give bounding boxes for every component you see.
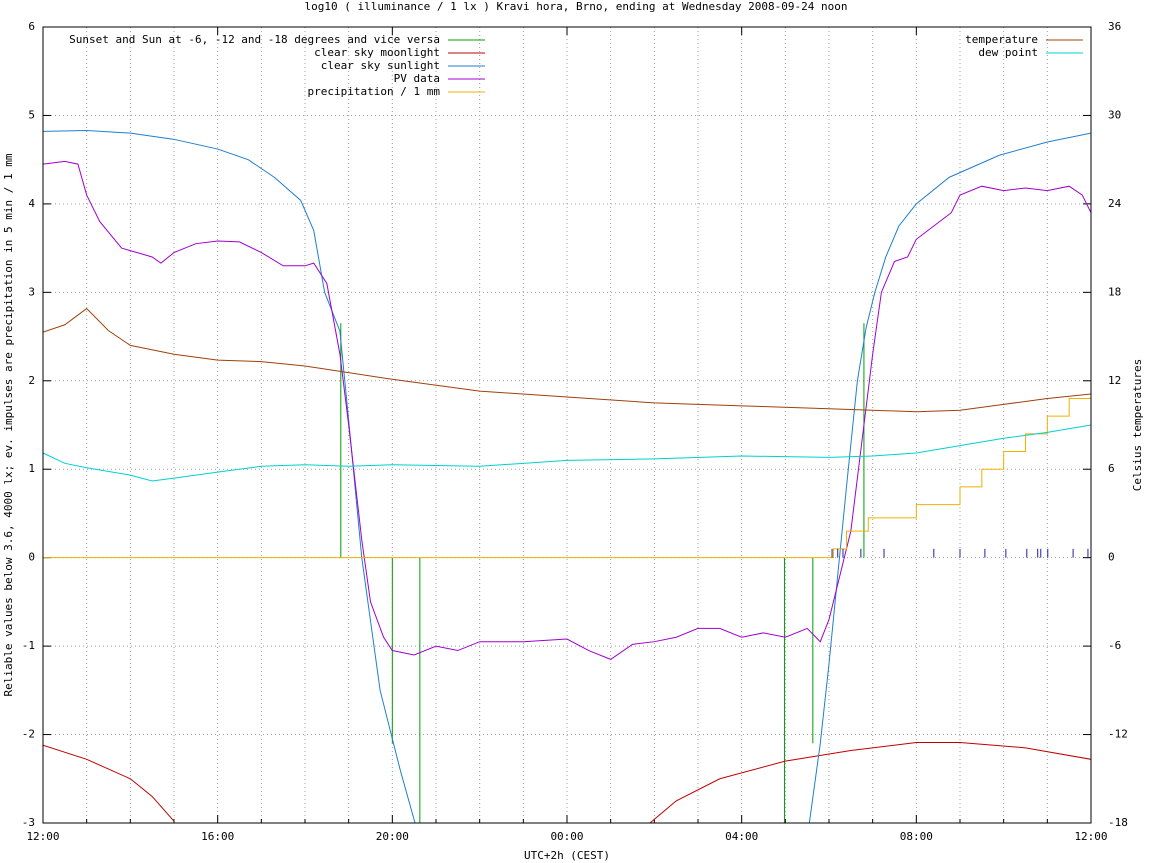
series-line: [43, 424, 1091, 482]
y-tick-label: 2: [28, 374, 35, 387]
y2-tick-label: 6: [1108, 462, 1115, 475]
y2-tick-label: -18: [1108, 816, 1128, 829]
y2-tick-label: 24: [1108, 197, 1122, 210]
x-tick-label: 20:00: [376, 830, 409, 843]
x-tick-label: 12:00: [1074, 830, 1107, 843]
x-tick-label: 16:00: [201, 830, 234, 843]
y-axis-label: Reliable values below 3.6, 4000 lx; ev. …: [2, 153, 15, 696]
series-line: [43, 160, 1091, 660]
y-tick-label: 3: [28, 285, 35, 298]
series-line: [43, 742, 1091, 823]
legend-label: Sunset and Sun at -6, -12 and -18 degree…: [69, 33, 440, 46]
series-line: [43, 307, 1091, 413]
y2-tick-label: 0: [1108, 551, 1115, 564]
y2-axis-label: Celsius temperatures: [1131, 359, 1144, 491]
x-tick-label: 08:00: [900, 830, 933, 843]
legend-label: temperature: [965, 33, 1038, 46]
x-tick-label: 04:00: [725, 830, 758, 843]
y-tick-label: 1: [28, 462, 35, 475]
y2-tick-label: 30: [1108, 108, 1121, 121]
y2-tick-label: 36: [1108, 20, 1121, 33]
series-steps: [43, 371, 1091, 559]
legend-label: dew point: [978, 46, 1038, 59]
y-tick-label: 0: [28, 551, 35, 564]
legend-label: clear sky sunlight: [321, 59, 440, 72]
x-tick-label: 12:00: [26, 830, 59, 843]
y-tick-label: -3: [22, 816, 35, 829]
series-line: [43, 129, 1091, 823]
legend-label: PV data: [394, 72, 440, 85]
plot-border: [42, 26, 1092, 824]
plot-area: [43, 129, 1091, 823]
y2-tick-label: 12: [1108, 374, 1121, 387]
y-tick-label: 5: [28, 108, 35, 121]
y-tick-label: -1: [22, 639, 35, 652]
legend-label: clear sky moonlight: [314, 46, 440, 59]
legend-label: precipitation / 1 mm: [308, 85, 441, 98]
y-tick-label: -2: [22, 728, 35, 741]
y2-tick-label: -6: [1108, 639, 1121, 652]
y2-tick-label: 18: [1108, 285, 1121, 298]
chart-title: log10 ( illuminance / 1 lx ) Kravi hora,…: [304, 0, 847, 13]
y-tick-label: 6: [28, 20, 35, 33]
y2-tick-label: -12: [1108, 728, 1128, 741]
x-tick-label: 00:00: [550, 830, 583, 843]
y-tick-label: 4: [28, 197, 35, 210]
x-axis-label: UTC+2h (CEST): [524, 849, 610, 862]
